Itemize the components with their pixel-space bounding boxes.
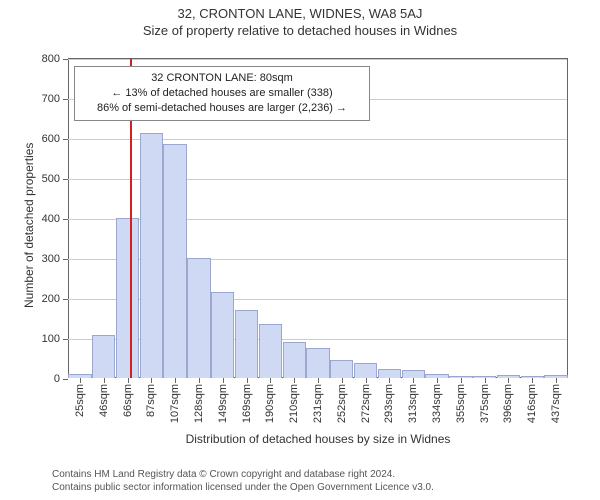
ytick-label: 800 xyxy=(42,53,60,65)
xtick-label: 66sqm xyxy=(122,384,134,417)
histogram-bar xyxy=(92,335,115,378)
ytick-mark xyxy=(63,379,68,380)
xtick-label: 437sqm xyxy=(550,384,562,423)
ytick-mark xyxy=(63,139,68,140)
ytick-label: 0 xyxy=(54,373,60,385)
ytick-label: 300 xyxy=(42,253,60,265)
ytick-label: 100 xyxy=(42,333,60,345)
xtick-label: 190sqm xyxy=(264,384,276,423)
histogram-bar xyxy=(187,258,210,378)
histogram-bar xyxy=(163,144,186,378)
histogram-bar xyxy=(140,133,163,378)
xtick-mark xyxy=(508,378,509,383)
ytick-mark xyxy=(63,259,68,260)
xtick-mark xyxy=(175,378,176,383)
ytick-mark xyxy=(63,299,68,300)
histogram-bar xyxy=(354,363,377,378)
xtick-label: 149sqm xyxy=(217,384,229,423)
histogram-bar xyxy=(211,292,234,378)
xtick-mark xyxy=(80,378,81,383)
histogram-bar xyxy=(378,369,401,378)
xtick-label: 25sqm xyxy=(74,384,86,417)
ytick-mark xyxy=(63,59,68,60)
footer-line-1: Contains HM Land Registry data © Crown c… xyxy=(52,468,434,481)
xtick-label: 252sqm xyxy=(336,384,348,423)
xtick-mark xyxy=(128,378,129,383)
xtick-mark xyxy=(485,378,486,383)
xtick-mark xyxy=(366,378,367,383)
xtick-label: 293sqm xyxy=(383,384,395,423)
xtick-mark xyxy=(247,378,248,383)
xtick-label: 231sqm xyxy=(312,384,324,423)
ytick-mark xyxy=(63,339,68,340)
chart-subtitle: Size of property relative to detached ho… xyxy=(0,23,600,38)
xtick-mark xyxy=(151,378,152,383)
xtick-label: 107sqm xyxy=(169,384,181,423)
footer-attribution: Contains HM Land Registry data © Crown c… xyxy=(52,468,434,494)
histogram-bar xyxy=(259,324,282,378)
histogram-bar xyxy=(283,342,306,378)
xtick-label: 313sqm xyxy=(407,384,419,423)
x-axis-label: Distribution of detached houses by size … xyxy=(68,432,568,446)
footer-line-2: Contains public sector information licen… xyxy=(52,481,434,494)
y-axis-label: Number of detached properties xyxy=(22,143,36,308)
xtick-mark xyxy=(199,378,200,383)
histogram-bar xyxy=(402,370,425,378)
xtick-mark xyxy=(223,378,224,383)
annotation-box: 32 CRONTON LANE: 80sqm ← 13% of detached… xyxy=(74,66,370,121)
xtick-mark xyxy=(437,378,438,383)
annotation-line-3: 86% of semi-detached houses are larger (… xyxy=(81,101,363,116)
xtick-mark xyxy=(270,378,271,383)
xtick-label: 169sqm xyxy=(241,384,253,423)
xtick-mark xyxy=(342,378,343,383)
histogram-bar xyxy=(235,310,258,378)
ytick-mark xyxy=(63,179,68,180)
xtick-label: 375sqm xyxy=(479,384,491,423)
xtick-mark xyxy=(318,378,319,383)
histogram-bar xyxy=(116,218,139,378)
annotation-line-2: ← 13% of detached houses are smaller (33… xyxy=(81,86,363,101)
xtick-mark xyxy=(294,378,295,383)
xtick-label: 416sqm xyxy=(526,384,538,423)
xtick-label: 128sqm xyxy=(193,384,205,423)
ytick-label: 400 xyxy=(42,213,60,225)
xtick-label: 210sqm xyxy=(288,384,300,423)
xtick-mark xyxy=(104,378,105,383)
ytick-label: 500 xyxy=(42,173,60,185)
ytick-label: 700 xyxy=(42,93,60,105)
xtick-mark xyxy=(532,378,533,383)
histogram-bar xyxy=(330,360,353,378)
xtick-label: 396sqm xyxy=(502,384,514,423)
ytick-mark xyxy=(63,219,68,220)
xtick-mark xyxy=(389,378,390,383)
gridline xyxy=(68,59,567,60)
ytick-mark xyxy=(63,99,68,100)
chart-container: 32, CRONTON LANE, WIDNES, WA8 5AJ Size o… xyxy=(0,6,600,500)
ytick-label: 600 xyxy=(42,133,60,145)
ytick-label: 200 xyxy=(42,293,60,305)
xtick-label: 355sqm xyxy=(455,384,467,423)
xtick-mark xyxy=(556,378,557,383)
xtick-label: 334sqm xyxy=(431,384,443,423)
page-title: 32, CRONTON LANE, WIDNES, WA8 5AJ xyxy=(0,6,600,21)
xtick-mark xyxy=(413,378,414,383)
xtick-label: 272sqm xyxy=(360,384,372,423)
annotation-line-1: 32 CRONTON LANE: 80sqm xyxy=(81,71,363,86)
xtick-label: 46sqm xyxy=(98,384,110,417)
xtick-mark xyxy=(461,378,462,383)
xtick-label: 87sqm xyxy=(145,384,157,417)
histogram-bar xyxy=(306,348,329,378)
